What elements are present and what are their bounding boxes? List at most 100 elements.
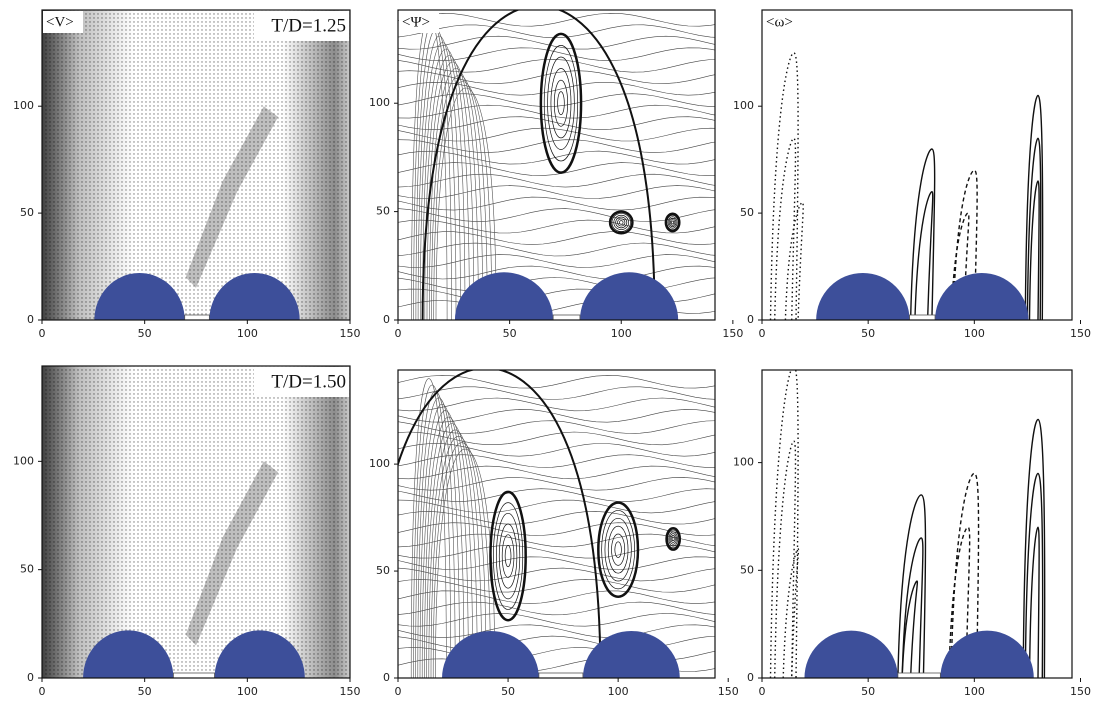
panel-label: <V>	[46, 14, 74, 30]
vortex	[543, 45, 579, 162]
x-tick-label: 150	[340, 685, 361, 698]
y-tick-label: 100	[13, 99, 34, 112]
vortex	[547, 56, 575, 150]
case-bg	[254, 11, 349, 41]
y-tick-label: 0	[27, 671, 34, 684]
streamline	[398, 579, 715, 593]
streamline	[420, 42, 466, 320]
streamline	[419, 403, 465, 678]
streamline	[398, 386, 715, 400]
cylinder	[83, 630, 174, 678]
contour	[950, 472, 980, 678]
field	[769, 370, 1046, 678]
y-tick-label: 50	[376, 564, 390, 577]
streamline	[422, 48, 470, 320]
x-tick-label: 150	[1070, 327, 1091, 340]
case-label: T/D=1.25	[271, 15, 346, 36]
vector-shade	[42, 366, 350, 678]
x-tick-label: 0	[395, 327, 402, 340]
vortex	[617, 218, 626, 227]
contour	[1028, 526, 1040, 678]
vortex	[613, 214, 630, 231]
field	[42, 10, 350, 320]
vortex	[539, 32, 583, 174]
y-tick-label: 50	[740, 563, 754, 576]
plot-frame	[41, 9, 351, 321]
vortex	[607, 525, 629, 574]
wake-band	[185, 461, 279, 646]
streamline	[398, 375, 715, 389]
streamline	[421, 410, 469, 678]
x-tick-label: 50	[503, 327, 517, 340]
vortex	[611, 213, 631, 232]
cylinder	[442, 630, 539, 678]
streamline	[417, 397, 460, 678]
y-tick-label: 100	[733, 456, 754, 469]
label-bg	[763, 11, 803, 33]
contour	[948, 526, 971, 678]
gap-plate	[184, 314, 210, 320]
panel: 0 50 100 150 0 50 100	[733, 369, 1091, 698]
plot-frame	[397, 9, 716, 321]
x-tick-label: 100	[237, 685, 258, 698]
contour	[897, 494, 927, 678]
streamline	[398, 567, 715, 582]
contour	[769, 52, 799, 320]
streamline	[398, 93, 715, 107]
y-tick-label: 100	[13, 454, 34, 467]
x-tick-label: 100	[237, 327, 258, 340]
cylinder	[582, 630, 680, 678]
vortex	[670, 219, 676, 226]
gap-plate	[909, 314, 936, 320]
x-tick-label: 150	[718, 685, 739, 698]
x-tick-label: 50	[861, 327, 875, 340]
x-tick-label: 0	[39, 685, 46, 698]
streamline	[398, 35, 715, 50]
vortex	[597, 501, 640, 598]
y-tick-label: 0	[27, 313, 34, 326]
vortex	[667, 216, 678, 229]
streamline	[417, 35, 461, 320]
vortex	[498, 523, 518, 589]
case-bg	[254, 367, 349, 397]
x-tick-label: 0	[759, 327, 766, 340]
contour	[901, 580, 919, 678]
x-tick-label: 150	[722, 327, 743, 340]
streamline	[398, 173, 715, 188]
contour	[774, 440, 797, 678]
streamline	[398, 477, 715, 491]
vortex	[615, 216, 628, 229]
x-tick-label: 150	[1070, 685, 1091, 698]
y-tick-label: 0	[383, 313, 390, 326]
y-tick-label: 0	[747, 313, 754, 326]
streamline	[398, 488, 715, 502]
plot-frame	[41, 365, 351, 679]
vortex	[553, 79, 569, 127]
streamline	[398, 443, 715, 457]
gap-plate	[897, 672, 941, 678]
contour	[774, 137, 797, 320]
separatrix	[421, 10, 656, 320]
x-tick-label: 100	[964, 685, 985, 698]
vortex	[489, 490, 527, 622]
streamline	[398, 397, 715, 412]
streamline	[415, 391, 456, 678]
contour	[1024, 94, 1044, 320]
contour	[950, 212, 970, 320]
x-tick-label: 0	[39, 327, 46, 340]
label-bg	[399, 11, 439, 33]
vortex	[608, 210, 634, 235]
streamline	[398, 208, 715, 222]
cylinder	[940, 630, 1034, 678]
vortex	[495, 512, 521, 600]
vortex	[669, 533, 677, 545]
streamline	[430, 435, 487, 678]
plot-frame	[761, 9, 1073, 321]
streamline	[424, 416, 474, 678]
cylinder	[804, 630, 898, 678]
panel: 0 50 100 150 0 50 100	[369, 369, 739, 698]
contour	[952, 169, 978, 320]
x-tick-label: 100	[611, 327, 632, 340]
panel-label: <Ψ>	[402, 14, 430, 30]
